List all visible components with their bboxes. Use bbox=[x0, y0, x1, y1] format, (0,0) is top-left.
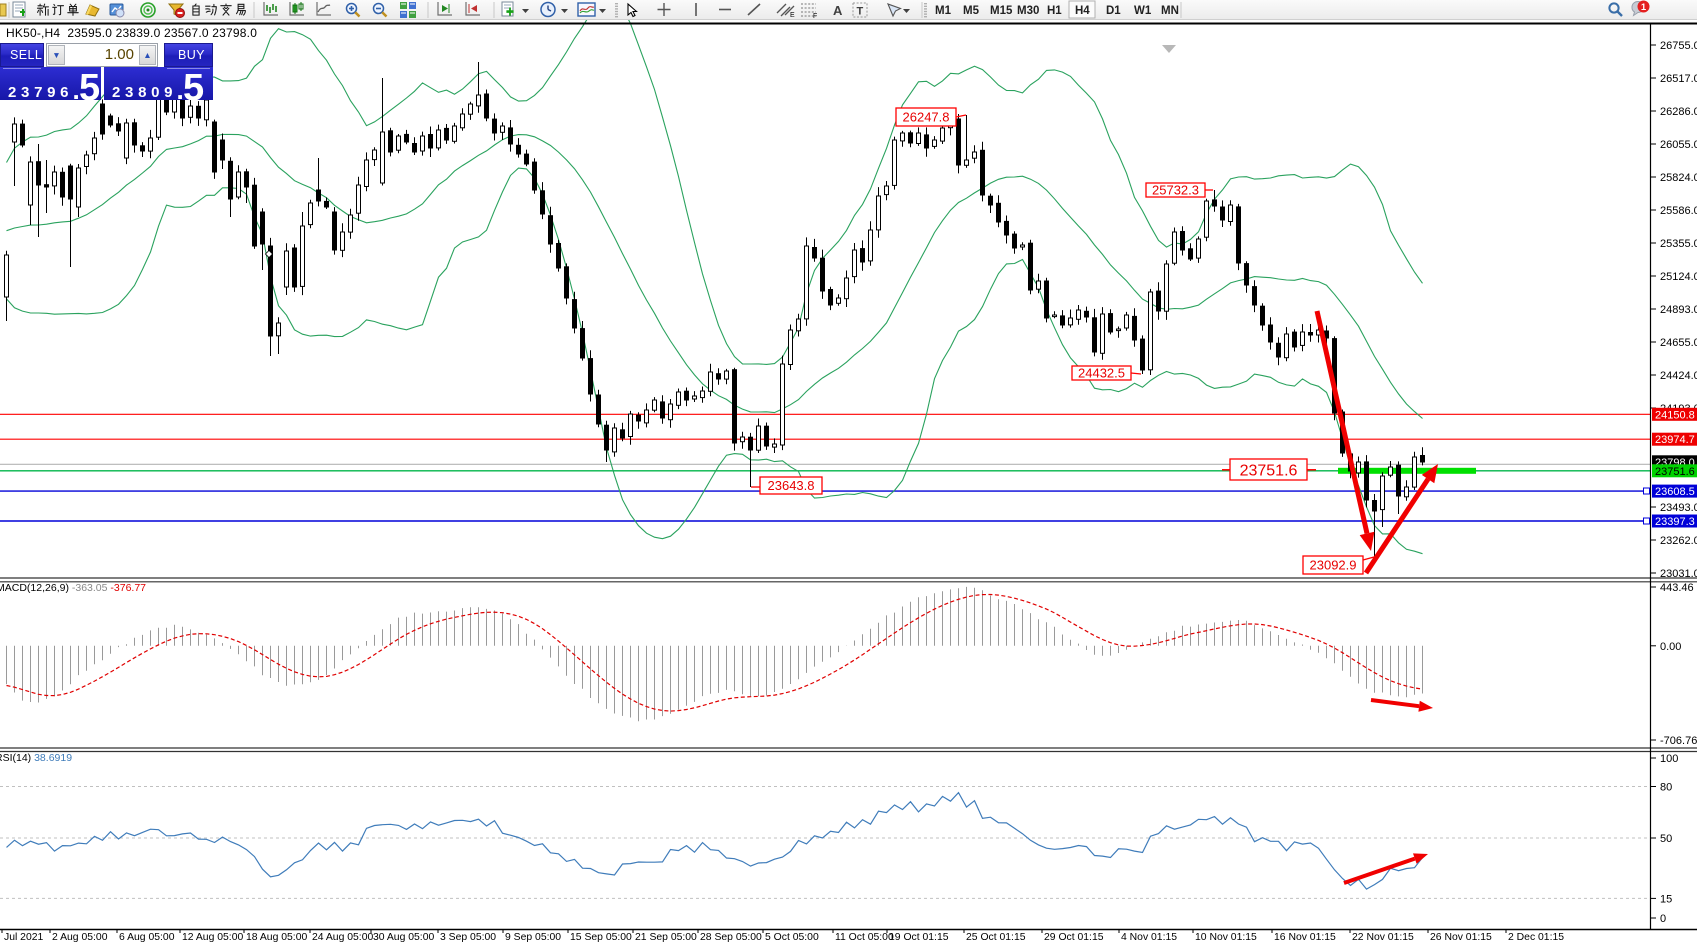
svg-text:F: F bbox=[813, 13, 817, 20]
svg-text:3 Sep 05:00: 3 Sep 05:00 bbox=[440, 932, 496, 943]
svg-text:24 Aug 05:00: 24 Aug 05:00 bbox=[312, 932, 373, 943]
svg-text:12 Aug 05:00: 12 Aug 05:00 bbox=[182, 932, 243, 943]
svg-text:29 Oct 01:15: 29 Oct 01:15 bbox=[1044, 932, 1104, 943]
svg-text:23751.6: 23751.6 bbox=[1240, 462, 1298, 479]
svg-text:H4: H4 bbox=[1075, 5, 1090, 17]
svg-text:24432.5: 24432.5 bbox=[1078, 366, 1125, 381]
svg-text:-706.76: -706.76 bbox=[1660, 735, 1697, 747]
svg-text:H1: H1 bbox=[1047, 5, 1062, 17]
svg-text:T: T bbox=[857, 6, 864, 18]
svg-text:25124.0: 25124.0 bbox=[1660, 271, 1697, 283]
svg-text:1: 1 bbox=[1641, 2, 1647, 13]
svg-text:19 Oct 01:15: 19 Oct 01:15 bbox=[889, 932, 949, 943]
svg-text:0.00: 0.00 bbox=[1660, 641, 1681, 653]
svg-text:30 Aug 05:00: 30 Aug 05:00 bbox=[373, 932, 434, 943]
svg-text:26247.8: 26247.8 bbox=[903, 110, 950, 125]
svg-text:9 Sep 05:00: 9 Sep 05:00 bbox=[505, 932, 561, 943]
svg-text:23262.0: 23262.0 bbox=[1660, 535, 1697, 547]
svg-text:23493.0: 23493.0 bbox=[1660, 502, 1697, 514]
svg-text:23031.0: 23031.0 bbox=[1660, 568, 1697, 580]
svg-text:15: 15 bbox=[1660, 893, 1672, 905]
svg-text:80: 80 bbox=[1660, 782, 1672, 794]
svg-text:D1: D1 bbox=[1106, 5, 1121, 17]
svg-text:4 Nov 01:15: 4 Nov 01:15 bbox=[1121, 932, 1177, 943]
svg-text:16 Nov 01:15: 16 Nov 01:15 bbox=[1274, 932, 1336, 943]
svg-text:26286.0: 26286.0 bbox=[1660, 106, 1697, 118]
svg-text:A: A bbox=[833, 3, 843, 18]
svg-text:MACD(12,26,9) -363.05 -376.77: MACD(12,26,9) -363.05 -376.77 bbox=[0, 582, 146, 594]
svg-text:2 Dec 01:15: 2 Dec 01:15 bbox=[1508, 932, 1564, 943]
svg-text:M15: M15 bbox=[990, 5, 1013, 17]
svg-text:23751.6: 23751.6 bbox=[1655, 466, 1695, 478]
svg-text:25732.3: 25732.3 bbox=[1152, 183, 1199, 198]
svg-text:26055.0: 26055.0 bbox=[1660, 139, 1697, 151]
svg-text:18 Aug 05:00: 18 Aug 05:00 bbox=[246, 932, 307, 943]
svg-text:26755.0: 26755.0 bbox=[1660, 40, 1697, 52]
svg-text:25 Oct 01:15: 25 Oct 01:15 bbox=[966, 932, 1026, 943]
svg-text:23643.8: 23643.8 bbox=[768, 478, 815, 493]
svg-text:21 Sep 05:00: 21 Sep 05:00 bbox=[635, 932, 697, 943]
svg-text:M5: M5 bbox=[963, 5, 980, 17]
svg-text:M1: M1 bbox=[935, 5, 952, 17]
svg-text:26 Nov 01:15: 26 Nov 01:15 bbox=[1430, 932, 1492, 943]
svg-text:100: 100 bbox=[1660, 753, 1678, 765]
svg-text:25824.0: 25824.0 bbox=[1660, 172, 1697, 184]
svg-text:25355.0: 25355.0 bbox=[1660, 238, 1697, 250]
svg-text:50: 50 bbox=[1660, 833, 1672, 845]
svg-text:HK50-,H4 23595.0 23839.0 2356: HK50-,H4 23595.0 23839.0 23567.0 23798.0 bbox=[6, 26, 257, 40]
svg-text:24893.0: 24893.0 bbox=[1660, 304, 1697, 316]
svg-text:23397.3: 23397.3 bbox=[1655, 516, 1695, 528]
svg-text:6 Aug 05:00: 6 Aug 05:00 bbox=[119, 932, 175, 943]
svg-text:0: 0 bbox=[1660, 913, 1666, 925]
svg-text:23608.5: 23608.5 bbox=[1655, 486, 1695, 498]
svg-text:10 Nov 01:15: 10 Nov 01:15 bbox=[1195, 932, 1257, 943]
svg-text:25586.0: 25586.0 bbox=[1660, 205, 1697, 217]
svg-text:2 Aug 05:00: 2 Aug 05:00 bbox=[52, 932, 108, 943]
svg-text:28 Sep 05:00: 28 Sep 05:00 bbox=[700, 932, 762, 943]
svg-text:W1: W1 bbox=[1134, 5, 1152, 17]
svg-text:443.46: 443.46 bbox=[1660, 582, 1694, 594]
svg-text:23092.9: 23092.9 bbox=[1310, 558, 1357, 573]
svg-text:15 Sep 05:00: 15 Sep 05:00 bbox=[570, 932, 632, 943]
svg-text:24424.0: 24424.0 bbox=[1660, 370, 1697, 382]
svg-text:22 Nov 01:15: 22 Nov 01:15 bbox=[1352, 932, 1414, 943]
svg-text:5 Oct 05:00: 5 Oct 05:00 bbox=[765, 932, 819, 943]
svg-text:Jul 2021: Jul 2021 bbox=[4, 932, 44, 943]
svg-text:26517.0: 26517.0 bbox=[1660, 73, 1697, 85]
svg-text:MN: MN bbox=[1161, 5, 1179, 17]
svg-text:23974.7: 23974.7 bbox=[1655, 434, 1695, 446]
svg-text:24655.0: 24655.0 bbox=[1660, 337, 1697, 349]
svg-text:RSI(14) 38.6919: RSI(14) 38.6919 bbox=[0, 752, 72, 764]
svg-text:M30: M30 bbox=[1017, 5, 1039, 17]
svg-text:11 Oct 05:00: 11 Oct 05:00 bbox=[835, 932, 894, 943]
svg-text:E: E bbox=[790, 12, 795, 19]
svg-text:24150.8: 24150.8 bbox=[1655, 409, 1695, 421]
